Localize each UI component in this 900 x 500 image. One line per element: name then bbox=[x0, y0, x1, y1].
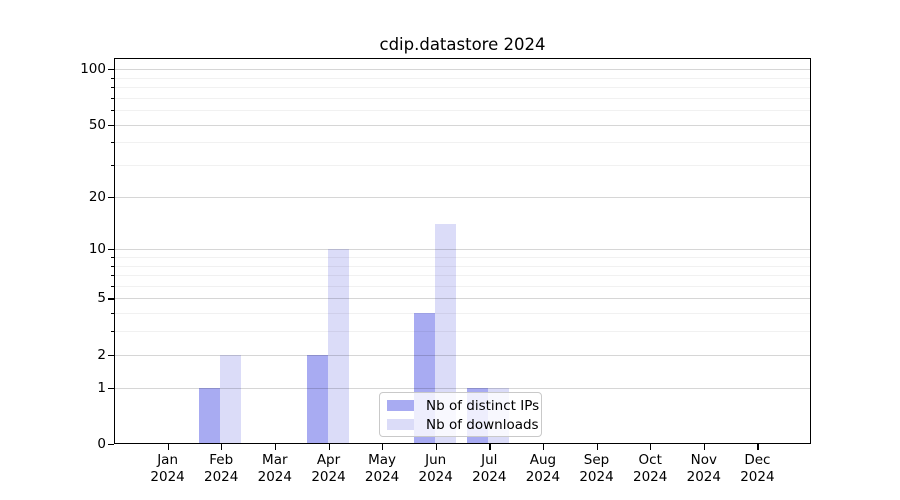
x-tick-label: Apr 2024 bbox=[311, 452, 346, 485]
bar-distinct-ips bbox=[199, 387, 221, 444]
y-major-gridline bbox=[114, 298, 811, 300]
y-major-tick bbox=[108, 354, 114, 356]
y-major-gridline bbox=[114, 69, 811, 70]
y-minor-gridline bbox=[114, 285, 811, 287]
x-tick bbox=[596, 444, 598, 450]
chart-title: cdip.datastore 2024 bbox=[379, 35, 546, 54]
bar-downloads bbox=[327, 249, 349, 444]
x-tick-label: Jun 2024 bbox=[418, 452, 453, 485]
y-minor-gridline bbox=[114, 331, 811, 333]
y-minor-tick bbox=[111, 265, 114, 267]
y-minor-gridline bbox=[114, 110, 811, 111]
x-tick bbox=[757, 444, 759, 450]
x-tick bbox=[435, 444, 437, 450]
y-minor-tick bbox=[111, 86, 114, 88]
legend-label: Nb of downloads bbox=[426, 416, 539, 433]
y-major-tick bbox=[108, 387, 114, 389]
x-tick-label: Nov 2024 bbox=[686, 452, 721, 485]
y-major-gridline bbox=[114, 249, 811, 251]
legend-row: Nb of downloads bbox=[380, 415, 541, 434]
y-major-gridline bbox=[114, 124, 811, 126]
y-minor-gridline bbox=[114, 265, 811, 267]
x-tick-label: May 2024 bbox=[364, 452, 400, 485]
y-major-gridline bbox=[114, 387, 811, 389]
x-tick bbox=[382, 444, 384, 450]
y-minor-tick bbox=[111, 142, 114, 144]
y-tick-label: 5 bbox=[97, 290, 106, 307]
y-tick-label: 20 bbox=[88, 188, 106, 205]
y-minor-tick bbox=[111, 275, 114, 276]
y-minor-tick bbox=[111, 165, 114, 166]
y-major-tick bbox=[108, 69, 114, 71]
y-major-tick bbox=[108, 249, 114, 251]
x-tick bbox=[542, 444, 545, 450]
x-tick-label: Feb 2024 bbox=[204, 452, 239, 485]
y-major-tick bbox=[108, 444, 114, 446]
x-tick bbox=[650, 444, 652, 450]
y-tick-label: 1 bbox=[97, 379, 106, 396]
y-minor-tick bbox=[111, 331, 114, 333]
plot-frame bbox=[114, 58, 811, 444]
y-minor-gridline bbox=[114, 165, 811, 166]
x-tick-label: Oct 2024 bbox=[633, 452, 668, 485]
y-minor-tick bbox=[111, 256, 114, 258]
legend: Nb of distinct IPs Nb of downloads bbox=[379, 392, 542, 437]
y-major-tick bbox=[108, 124, 114, 126]
y-minor-tick bbox=[111, 313, 114, 315]
y-major-tick bbox=[108, 298, 114, 300]
y-minor-tick bbox=[111, 110, 114, 111]
y-tick-label: 0 bbox=[97, 436, 106, 452]
y-major-tick bbox=[108, 196, 114, 198]
y-tick-label: 50 bbox=[88, 116, 106, 133]
y-minor-gridline bbox=[114, 86, 811, 88]
legend-label: Nb of distinct IPs bbox=[426, 397, 540, 414]
bar-downloads bbox=[434, 224, 456, 444]
y-minor-gridline bbox=[114, 313, 811, 315]
x-tick bbox=[167, 444, 169, 450]
x-tick bbox=[274, 444, 277, 450]
bar-downloads bbox=[220, 354, 242, 444]
y-tick-label: 2 bbox=[97, 346, 106, 363]
x-tick-label: Jul 2024 bbox=[472, 452, 507, 485]
x-tick bbox=[328, 444, 330, 450]
y-minor-gridline bbox=[114, 256, 811, 258]
x-tick-label: Sep 2024 bbox=[579, 452, 614, 485]
y-minor-gridline bbox=[114, 97, 811, 99]
x-tick bbox=[489, 444, 491, 450]
y-tick-label: 100 bbox=[80, 61, 106, 77]
y-tick-label: 10 bbox=[88, 241, 106, 258]
x-tick-label: Dec 2024 bbox=[740, 452, 775, 485]
y-major-gridline bbox=[114, 196, 811, 198]
y-minor-gridline bbox=[114, 77, 811, 79]
legend-swatch-downloads bbox=[387, 419, 414, 430]
x-tick-label: Aug 2024 bbox=[525, 452, 561, 485]
x-tick bbox=[703, 444, 706, 450]
x-tick-label: Jan 2024 bbox=[150, 452, 185, 485]
y-minor-gridline bbox=[114, 142, 811, 144]
y-minor-tick bbox=[111, 77, 114, 79]
legend-swatch-distinct-ips bbox=[387, 400, 414, 411]
y-minor-tick bbox=[111, 97, 114, 99]
x-tick bbox=[221, 444, 223, 450]
x-tick-label: Mar 2024 bbox=[257, 452, 292, 485]
y-minor-gridline bbox=[114, 275, 811, 276]
y-minor-tick bbox=[111, 285, 114, 287]
bar-distinct-ips bbox=[306, 354, 328, 444]
legend-row: Nb of distinct IPs bbox=[380, 396, 541, 415]
y-major-gridline bbox=[114, 354, 811, 356]
